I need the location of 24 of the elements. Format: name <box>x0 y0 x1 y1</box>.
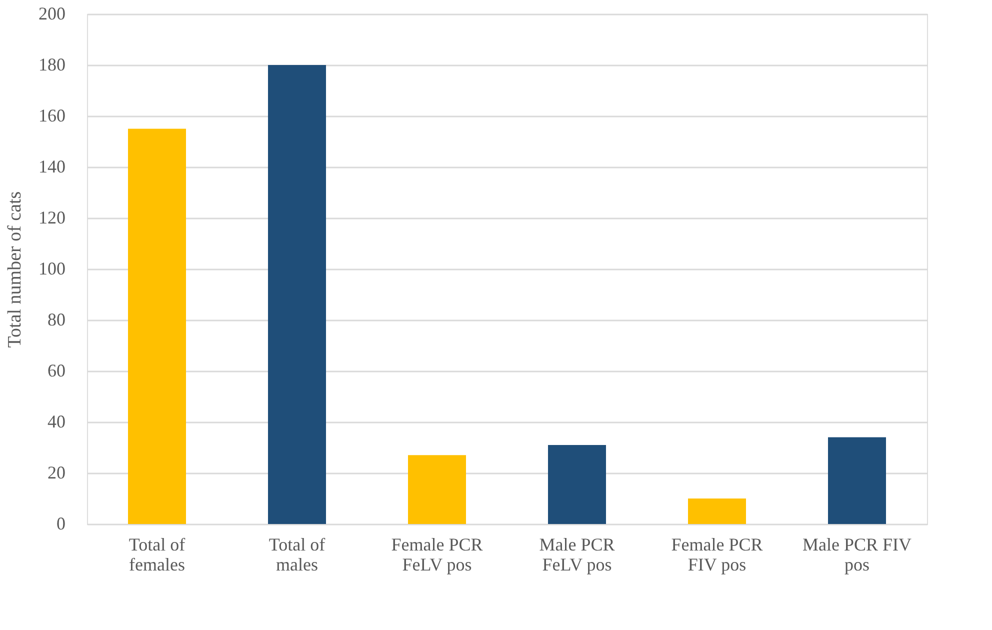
x-tick-label: Female PCR FIV pos <box>671 534 763 574</box>
y-tick-label: 180 <box>38 54 66 74</box>
bar <box>408 455 466 524</box>
x-tick-label: Female PCR FeLV pos <box>391 534 483 574</box>
x-tick-label: Male PCR FIV pos <box>802 534 912 574</box>
bar <box>128 128 186 524</box>
y-tick-label: 40 <box>48 412 66 432</box>
y-axis-title: Total number of cats <box>4 191 26 348</box>
x-tick-label: Total of females <box>128 534 186 574</box>
y-tick-label: 60 <box>48 360 66 380</box>
bar <box>688 498 746 524</box>
y-tick-label: 20 <box>48 462 66 482</box>
y-tick-label: 0 <box>56 514 66 534</box>
x-tick-label: Male PCR FeLV pos <box>539 534 615 574</box>
x-tick-label: Total of males <box>268 534 326 574</box>
y-tick-label: 80 <box>48 310 66 330</box>
bar <box>548 444 606 524</box>
y-tick-label: 120 <box>38 208 66 228</box>
y-tick-label: 200 <box>38 4 66 24</box>
bar <box>268 65 326 524</box>
bar <box>828 437 886 524</box>
y-tick-label: 140 <box>38 156 66 176</box>
y-tick-label: 100 <box>38 258 66 278</box>
y-tick-label: 160 <box>38 106 66 126</box>
